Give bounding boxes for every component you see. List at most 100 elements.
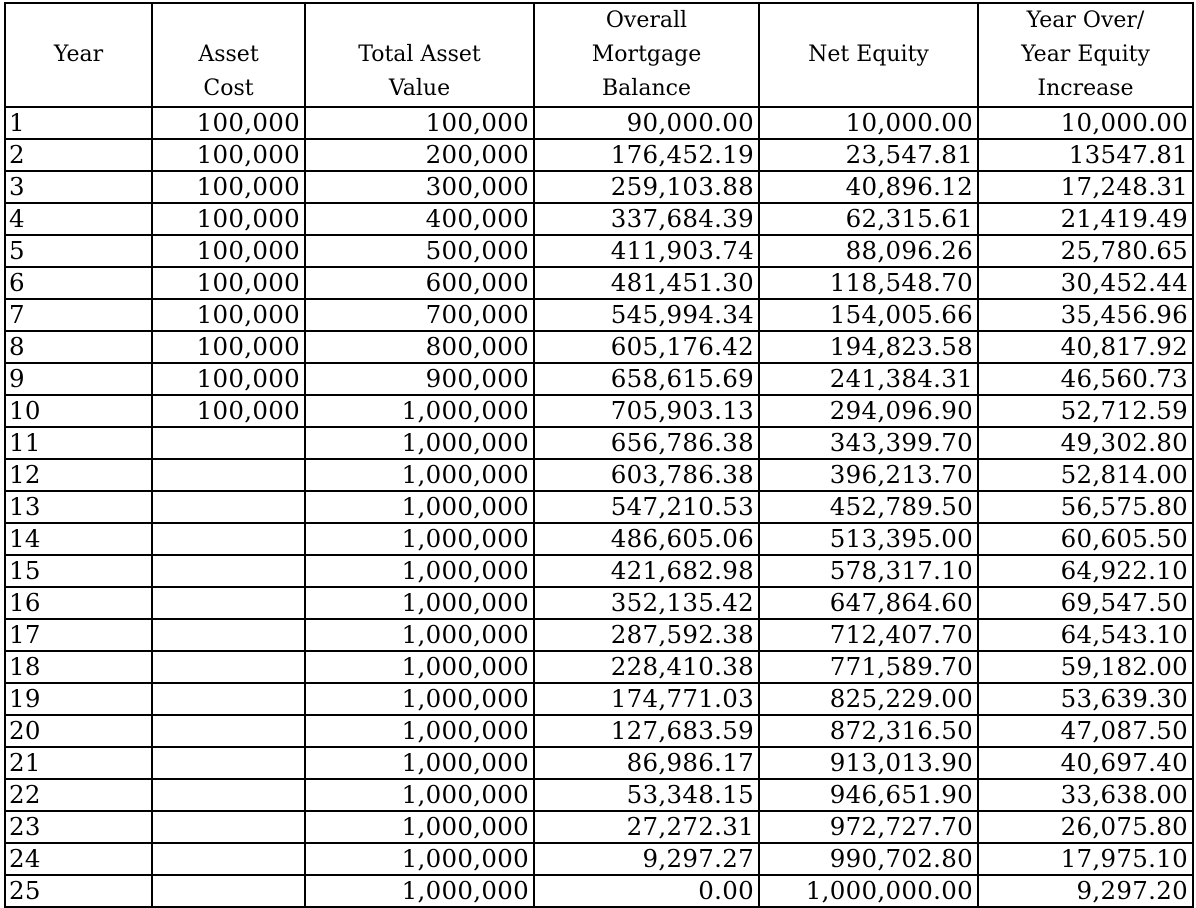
net-equity-cell: 241,384.31 [758,362,979,396]
net-equity-cell: 913,013.90 [758,746,979,780]
header-asset-cost: Asset Cost [151,2,306,108]
table-row: 24 1,000,000 9,297.27 990,702.80 17,975.10 [4,842,1194,876]
yoy-equity-increase-cell: 64,543.10 [977,618,1194,652]
asset-cost-cell: 100,000 [151,106,306,140]
mortgage-balance-cell: 705,903.13 [533,394,760,428]
net-equity-cell: 1,000,000.00 [758,874,979,908]
asset-cost-cell: 100,000 [151,234,306,268]
yoy-equity-increase-cell: 46,560.73 [977,362,1194,396]
total-asset-value-cell: 1,000,000 [304,810,535,844]
yoy-equity-increase-cell: 17,248.31 [977,170,1194,204]
asset-cost-cell [151,458,306,492]
total-asset-value-cell: 1,000,000 [304,618,535,652]
table-row: 6 100,000 600,000 481,451.30 118,548.70 30,45… [4,266,1194,300]
mortgage-balance-cell: 658,615.69 [533,362,760,396]
table-row: 5 100,000 500,000 411,903.74 88,096.26 25,780… [4,234,1194,268]
total-asset-value-cell: 500,000 [304,234,535,268]
table-row: 14 1,000,000 486,605.06 513,395.00 60,605.50 [4,522,1194,556]
asset-cost-cell: 100,000 [151,202,306,236]
total-asset-value-cell: 800,000 [304,330,535,364]
asset-cost-cell [151,810,306,844]
mortgage-balance-cell: 545,994.34 [533,298,760,332]
table-row: 7 100,000 700,000 545,994.34 154,005.66 35,45… [4,298,1194,332]
asset-cost-cell: 100,000 [151,170,306,204]
asset-cost-cell [151,426,306,460]
mortgage-balance-cell: 421,682.98 [533,554,760,588]
net-equity-cell: 154,005.66 [758,298,979,332]
table-row: 18 1,000,000 228,410.38 771,589.70 59,182.00 [4,650,1194,684]
year-cell: 4 [4,202,153,236]
yoy-equity-increase-cell: 59,182.00 [977,650,1194,684]
asset-cost-cell: 100,000 [151,298,306,332]
year-cell: 20 [4,714,153,748]
header-yoy-equity-increase: Year Over/ Year Equity Increase [977,2,1194,108]
net-equity-cell: 946,651.90 [758,778,979,812]
mortgage-balance-cell: 0.00 [533,874,760,908]
net-equity-cell: 452,789.50 [758,490,979,524]
mortgage-balance-cell: 287,592.38 [533,618,760,652]
year-cell: 7 [4,298,153,332]
yoy-equity-increase-cell: 10,000.00 [977,106,1194,140]
asset-cost-cell: 100,000 [151,266,306,300]
total-asset-value-cell: 1,000,000 [304,554,535,588]
net-equity-cell: 825,229.00 [758,682,979,716]
asset-cost-cell [151,618,306,652]
yoy-equity-increase-cell: 13547.81 [977,138,1194,172]
yoy-equity-increase-cell: 56,575.80 [977,490,1194,524]
asset-cost-cell: 100,000 [151,362,306,396]
header-total-asset-value-line2: Value [388,76,451,101]
total-asset-value-cell: 100,000 [304,106,535,140]
year-cell: 1 [4,106,153,140]
total-asset-value-cell: 700,000 [304,298,535,332]
year-cell: 10 [4,394,153,428]
header-asset-cost-line2: Cost [203,76,254,101]
table-row: 17 1,000,000 287,592.38 712,407.70 64,543.10 [4,618,1194,652]
asset-cost-cell [151,586,306,620]
year-cell: 21 [4,746,153,780]
net-equity-cell: 23,547.81 [758,138,979,172]
header-yoy-line2: Year Equity [1021,42,1150,67]
year-cell: 2 [4,138,153,172]
year-cell: 18 [4,650,153,684]
header-yoy-line3: Increase [1037,76,1134,101]
asset-cost-cell: 100,000 [151,330,306,364]
net-equity-cell: 578,317.10 [758,554,979,588]
yoy-equity-increase-cell: 52,814.00 [977,458,1194,492]
year-cell: 17 [4,618,153,652]
asset-cost-cell [151,778,306,812]
asset-cost-cell [151,714,306,748]
yoy-equity-increase-cell: 40,697.40 [977,746,1194,780]
yoy-equity-increase-cell: 60,605.50 [977,522,1194,556]
mortgage-balance-cell: 86,986.17 [533,746,760,780]
mortgage-balance-cell: 486,605.06 [533,522,760,556]
net-equity-cell: 396,213.70 [758,458,979,492]
net-equity-cell: 294,096.90 [758,394,979,428]
total-asset-value-cell: 1,000,000 [304,394,535,428]
mortgage-balance-cell: 547,210.53 [533,490,760,524]
yoy-equity-increase-cell: 30,452.44 [977,266,1194,300]
net-equity-cell: 872,316.50 [758,714,979,748]
net-equity-cell: 343,399.70 [758,426,979,460]
yoy-equity-increase-cell: 40,817.92 [977,330,1194,364]
total-asset-value-cell: 600,000 [304,266,535,300]
year-cell: 16 [4,586,153,620]
mortgage-balance-cell: 259,103.88 [533,170,760,204]
yoy-equity-increase-cell: 53,639.30 [977,682,1194,716]
total-asset-value-cell: 300,000 [304,170,535,204]
header-total-asset-value-line1: Total Asset [358,42,481,67]
asset-cost-cell: 100,000 [151,138,306,172]
table-row: 10 100,000 1,000,000 705,903.13 294,096.90 52… [4,394,1194,428]
asset-cost-cell: 100,000 [151,394,306,428]
table-row: 2 100,000 200,000 176,452.19 23,547.81 13547.… [4,138,1194,172]
header-mortgage-line3: Balance [602,76,691,101]
mortgage-balance-cell: 481,451.30 [533,266,760,300]
mortgage-balance-cell: 27,272.31 [533,810,760,844]
year-cell: 14 [4,522,153,556]
asset-cost-cell [151,650,306,684]
year-cell: 3 [4,170,153,204]
net-equity-cell: 88,096.26 [758,234,979,268]
net-equity-cell: 990,702.80 [758,842,979,876]
year-cell: 25 [4,874,153,908]
table-row: 22 1,000,000 53,348.15 946,651.90 33,638.00 [4,778,1194,812]
total-asset-value-cell: 1,000,000 [304,778,535,812]
